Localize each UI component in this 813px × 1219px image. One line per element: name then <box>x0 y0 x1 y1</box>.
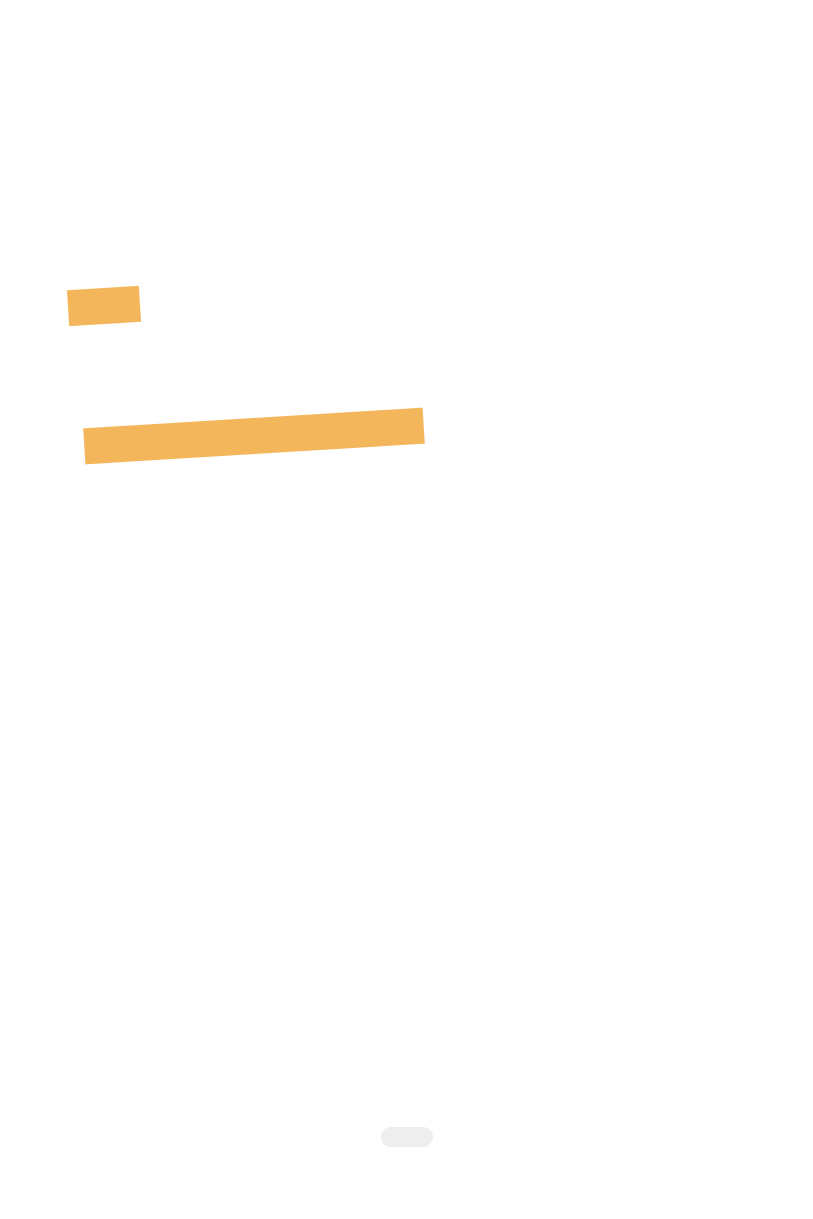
candlestick-chart <box>0 0 813 1219</box>
infographic-canvas <box>0 0 813 1219</box>
